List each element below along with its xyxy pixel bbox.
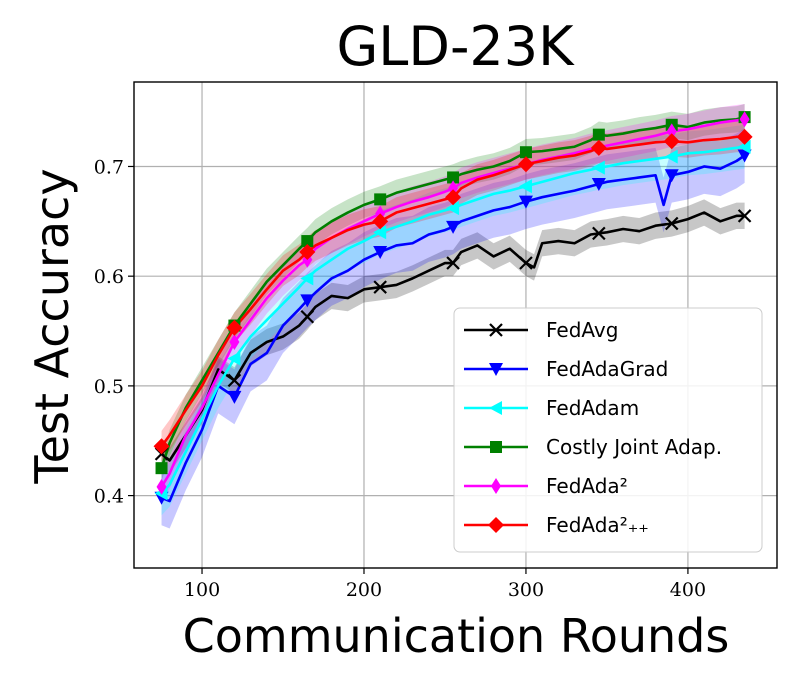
series-2-marker bbox=[737, 139, 751, 154]
series-2-marker bbox=[446, 201, 460, 216]
series-5-marker bbox=[226, 319, 243, 336]
series-1-marker bbox=[446, 220, 461, 234]
series-0-marker bbox=[592, 226, 606, 241]
series-markers bbox=[153, 111, 753, 505]
legend-box bbox=[453, 307, 763, 553]
legend-swatch-marker bbox=[489, 401, 502, 415]
series-4-marker bbox=[666, 123, 677, 140]
series-5-marker bbox=[663, 133, 680, 150]
chart-title: GLD-23K bbox=[336, 15, 575, 78]
series-1-marker bbox=[737, 149, 752, 163]
x-tick-label: 400 bbox=[670, 579, 706, 601]
legend: FedAvg FedAdaGrad FedAdam Costly Joint Adap… bbox=[453, 307, 763, 553]
series-0-marker bbox=[300, 309, 315, 324]
series-0-marker bbox=[227, 373, 242, 388]
y-tick-label: 0.6 bbox=[94, 266, 124, 288]
y-tick-label: 0.7 bbox=[94, 156, 124, 178]
series-5-marker bbox=[372, 213, 389, 230]
x-tick-label: 100 bbox=[184, 579, 220, 601]
series-1-marker bbox=[518, 195, 533, 209]
legend-swatch-marker bbox=[491, 478, 501, 494]
series-1-marker bbox=[373, 246, 388, 260]
series-1-marker bbox=[664, 169, 679, 183]
series-3-marker bbox=[301, 235, 314, 248]
y-tick-label: 0.5 bbox=[94, 376, 124, 398]
legend-swatch-marker bbox=[489, 323, 503, 337]
y-tick-label: 0.4 bbox=[94, 486, 124, 508]
series-5-marker bbox=[590, 139, 607, 156]
series-3-marker bbox=[155, 462, 168, 475]
axis-ticks: 100 200 300 400 0.4 0.5 0.6 0.7 bbox=[94, 156, 706, 601]
series-5-marker bbox=[736, 128, 753, 145]
x-axis-title: Communication Rounds bbox=[183, 609, 730, 663]
legend-label: FedAda²₊₊ bbox=[546, 513, 649, 537]
legend-label: FedAvg bbox=[546, 318, 618, 342]
series-0-marker bbox=[446, 256, 460, 270]
legend-swatch-marker bbox=[488, 517, 504, 533]
series-1-marker bbox=[300, 294, 315, 308]
x-tick-label: 300 bbox=[508, 579, 544, 601]
series-2-marker bbox=[591, 160, 605, 175]
series-2-marker bbox=[227, 351, 241, 366]
series-0-marker bbox=[664, 216, 679, 231]
series-2-marker bbox=[664, 149, 678, 164]
series-0-band bbox=[161, 199, 745, 474]
series-5-marker bbox=[445, 189, 462, 206]
series-1-marker bbox=[591, 178, 606, 192]
y-axis-title: Test Accuracy bbox=[25, 168, 79, 484]
series-2-marker bbox=[300, 271, 314, 286]
legend-label: FedAda² bbox=[546, 474, 628, 498]
series-0-marker bbox=[519, 256, 533, 270]
series-3-marker bbox=[374, 193, 387, 206]
series-4-marker bbox=[229, 334, 240, 351]
x-tick-label: 200 bbox=[346, 579, 382, 601]
series-3-marker bbox=[447, 171, 460, 184]
legend-label: Costly Joint Adap. bbox=[546, 435, 722, 459]
series-4-marker bbox=[156, 478, 167, 495]
series-1-marker bbox=[227, 390, 242, 404]
series-5-marker bbox=[153, 438, 170, 455]
series-4-marker bbox=[739, 111, 750, 128]
series-0-marker bbox=[737, 209, 752, 223]
legend-label: FedAdam bbox=[546, 396, 639, 420]
series-2-marker bbox=[373, 225, 387, 240]
plot-frame bbox=[133, 81, 778, 569]
series-0-marker bbox=[373, 280, 387, 294]
legend-swatch-marker bbox=[489, 363, 503, 376]
series-2-marker bbox=[518, 179, 532, 194]
series-5-marker bbox=[299, 244, 316, 261]
legend-swatch-marker bbox=[490, 441, 502, 453]
series-5-marker bbox=[517, 156, 534, 173]
series-3-marker bbox=[592, 128, 605, 141]
legend-label: FedAdaGrad bbox=[546, 357, 668, 381]
series-3-marker bbox=[519, 146, 532, 159]
